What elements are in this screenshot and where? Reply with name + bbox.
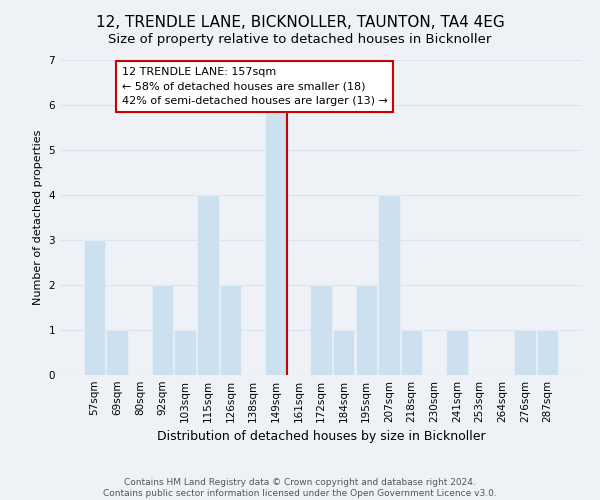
Bar [356,285,377,375]
Bar [446,330,467,375]
Bar [265,105,286,375]
Bar [514,330,536,375]
Bar [106,330,128,375]
Y-axis label: Number of detached properties: Number of detached properties [33,130,43,305]
Text: Size of property relative to detached houses in Bicknoller: Size of property relative to detached ho… [109,32,491,46]
X-axis label: Distribution of detached houses by size in Bicknoller: Distribution of detached houses by size … [157,430,485,444]
Bar [310,285,332,375]
Bar [84,240,105,375]
Bar [537,330,558,375]
Bar [333,330,355,375]
Bar [401,330,422,375]
Text: 12 TRENDLE LANE: 157sqm
← 58% of detached houses are smaller (18)
42% of semi-de: 12 TRENDLE LANE: 157sqm ← 58% of detache… [122,66,388,106]
Bar [175,330,196,375]
Bar [220,285,241,375]
Bar [378,195,400,375]
Bar [197,195,218,375]
Text: 12, TRENDLE LANE, BICKNOLLER, TAUNTON, TA4 4EG: 12, TRENDLE LANE, BICKNOLLER, TAUNTON, T… [95,15,505,30]
Bar [152,285,173,375]
Text: Contains HM Land Registry data © Crown copyright and database right 2024.
Contai: Contains HM Land Registry data © Crown c… [103,478,497,498]
